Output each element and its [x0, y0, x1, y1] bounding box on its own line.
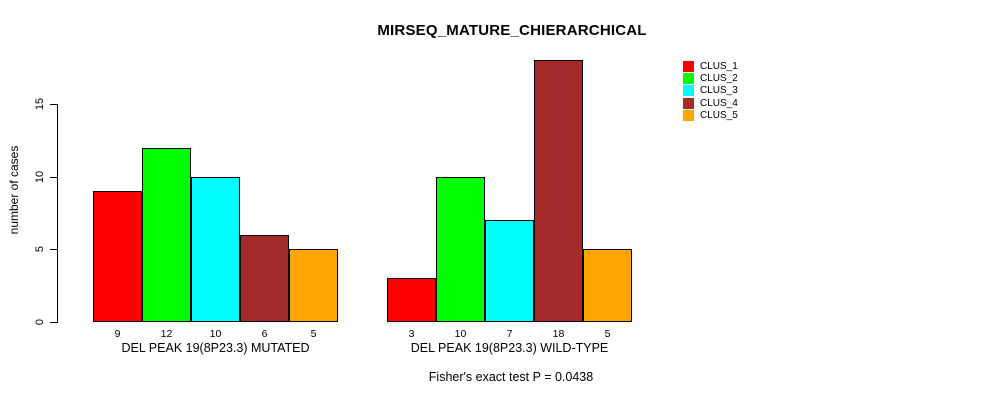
legend-swatch-icon	[683, 73, 694, 84]
bar-value-label: 5	[310, 328, 317, 340]
bar-clus_3-group1	[191, 176, 240, 322]
bar-value-label: 18	[552, 328, 565, 340]
x-group-label: DEL PEAK 19(8P23.3) MUTATED	[121, 341, 310, 355]
bar-value-label: 7	[506, 328, 513, 340]
x-group-label: DEL PEAK 19(8P23.3) WILD-TYPE	[410, 341, 609, 355]
bar-clus_4-group1	[240, 234, 289, 322]
y-tick-mark	[50, 177, 57, 178]
bar-value-label: 9	[114, 328, 121, 340]
legend-item-clus_4: CLUS_4	[683, 98, 738, 109]
legend-item-label: CLUS_5	[700, 110, 738, 121]
y-tick-label: 5	[34, 245, 46, 253]
bar-value-label: 10	[454, 328, 467, 340]
y-tick-label: 15	[34, 97, 46, 111]
legend-swatch-icon	[683, 61, 694, 72]
legend-item-label: CLUS_2	[700, 73, 738, 84]
bar-clus_1-group1	[93, 191, 142, 322]
bar-clus_5-group2	[583, 249, 632, 322]
bar-clus_1-group2	[387, 278, 436, 322]
bar-clus_3-group2	[485, 220, 534, 322]
annotation-text: Fisher's exact test P = 0.0438	[428, 370, 594, 384]
bar-clus_2-group2	[436, 176, 485, 322]
bar-value-label: 10	[209, 328, 222, 340]
bar-value-label: 6	[261, 328, 268, 340]
y-tick-mark	[50, 249, 57, 250]
y-tick-label: 10	[34, 170, 46, 184]
legend-swatch-icon	[683, 110, 694, 121]
chart-title: MIRSEQ_MATURE_CHIERARCHICAL	[377, 22, 647, 39]
bar-clus_2-group1	[142, 147, 191, 322]
legend-item-clus_3: CLUS_3	[683, 85, 738, 96]
legend-item-clus_5: CLUS_5	[683, 110, 738, 121]
legend-item-clus_1: CLUS_1	[683, 61, 738, 72]
y-tick-mark	[50, 322, 57, 323]
bar-value-label: 5	[604, 328, 611, 340]
legend-item-label: CLUS_4	[700, 98, 738, 109]
bar-clus_5-group1	[289, 249, 338, 322]
bar-value-label: 12	[160, 328, 173, 340]
y-axis-label: number of cases	[7, 145, 21, 235]
legend-item-label: CLUS_3	[700, 85, 738, 96]
legend-swatch-icon	[683, 85, 694, 96]
legend-swatch-icon	[683, 98, 694, 109]
bar-value-label: 3	[408, 328, 415, 340]
y-axis-line	[57, 104, 58, 323]
legend-item-clus_2: CLUS_2	[683, 73, 738, 84]
y-tick-label: 0	[34, 318, 46, 326]
bar-clus_4-group2	[534, 60, 583, 322]
legend-item-label: CLUS_1	[700, 61, 738, 72]
y-tick-mark	[50, 104, 57, 105]
